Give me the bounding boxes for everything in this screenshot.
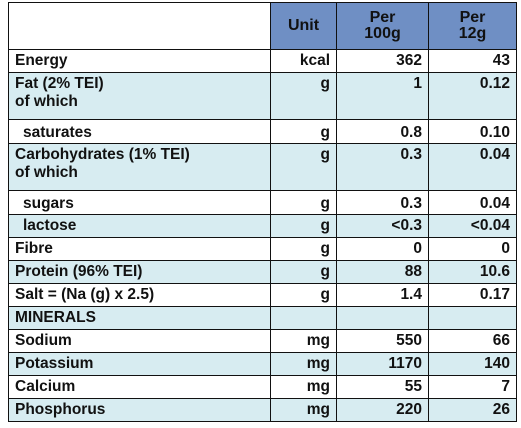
row-unit xyxy=(270,306,337,330)
row-per-100g: 0.3 xyxy=(336,190,429,215)
row-unit: mg xyxy=(270,375,337,399)
row-label: lactose xyxy=(8,214,271,238)
nutrition-table: Unit Per 100g Per 12g Energy kcal 362 43… xyxy=(8,2,517,422)
row-per-100g: 0.8 xyxy=(336,119,429,144)
header-per-100g: Per 100g xyxy=(336,2,429,50)
row-per-100g: 0.3 xyxy=(336,143,429,191)
row-per-100g: 88 xyxy=(336,260,429,284)
row-per-12g: 0.04 xyxy=(428,190,517,215)
row-label: Fat (2% TEI) of which xyxy=(8,72,271,120)
row-per-100g: 1170 xyxy=(336,352,429,376)
row-unit: g xyxy=(270,143,337,191)
row-label: Fibre xyxy=(8,237,271,261)
row-label: Potassium xyxy=(8,352,271,376)
row-per-100g: 1 xyxy=(336,72,429,120)
row-label: Protein (96% TEI) xyxy=(8,260,271,284)
row-unit: mg xyxy=(270,398,337,422)
row-sugars: sugars g 0.3 0.04 xyxy=(8,190,517,215)
row-unit: g xyxy=(270,190,337,215)
row-per-12g: 0.17 xyxy=(428,283,517,307)
row-per-12g: 0.12 xyxy=(428,72,517,120)
row-per-100g: <0.3 xyxy=(336,214,429,238)
row-per-12g: 66 xyxy=(428,329,517,353)
row-unit: mg xyxy=(270,329,337,353)
row-per-100g: 220 xyxy=(336,398,429,422)
row-per-12g: 0.10 xyxy=(428,119,517,144)
header-per-100g-line1: Per xyxy=(369,9,396,26)
row-potassium: Potassium mg 1170 140 xyxy=(8,352,517,376)
header-unit: Unit xyxy=(270,2,337,50)
nutrition-table-container: Unit Per 100g Per 12g Energy kcal 362 43… xyxy=(8,2,517,422)
header-row: Unit Per 100g Per 12g xyxy=(8,2,517,50)
row-per-12g: 0.04 xyxy=(428,143,517,191)
row-per-12g: <0.04 xyxy=(428,214,517,238)
row-label: MINERALS xyxy=(8,306,271,330)
row-calcium: Calcium mg 55 7 xyxy=(8,375,517,399)
row-unit: g xyxy=(270,237,337,261)
row-per-100g: 1.4 xyxy=(336,283,429,307)
row-per-100g: 550 xyxy=(336,329,429,353)
row-saturates: saturates g 0.8 0.10 xyxy=(8,119,517,144)
row-per-100g: 362 xyxy=(336,49,429,73)
row-label-line1: Fat (2% TEI) xyxy=(15,75,104,92)
row-per-12g: 26 xyxy=(428,398,517,422)
row-unit: kcal xyxy=(270,49,337,73)
row-sodium: Sodium mg 550 66 xyxy=(8,329,517,353)
row-label: Sodium xyxy=(8,329,271,353)
row-fibre: Fibre g 0 0 xyxy=(8,237,517,261)
row-per-12g xyxy=(428,306,517,330)
row-per-12g: 7 xyxy=(428,375,517,399)
row-salt: Salt = (Na (g) x 2.5) g 1.4 0.17 xyxy=(8,283,517,307)
row-label: Salt = (Na (g) x 2.5) xyxy=(8,283,271,307)
row-unit: g xyxy=(270,260,337,284)
header-blank-cell xyxy=(8,2,271,50)
row-per-12g: 0 xyxy=(428,237,517,261)
row-unit: g xyxy=(270,72,337,120)
row-fat: Fat (2% TEI) of which g 1 0.12 xyxy=(8,72,517,120)
row-label: Phosphorus xyxy=(8,398,271,422)
header-per-12g: Per 12g xyxy=(428,2,517,50)
row-label-line2: of which xyxy=(15,93,78,110)
row-per-100g: 0 xyxy=(336,237,429,261)
row-lactose: lactose g <0.3 <0.04 xyxy=(8,214,517,238)
header-per-12g-line1: Per xyxy=(459,9,486,26)
row-per-12g: 43 xyxy=(428,49,517,73)
header-per-12g-line2: 12g xyxy=(458,25,487,42)
row-unit: mg xyxy=(270,352,337,376)
row-per-100g: 55 xyxy=(336,375,429,399)
row-label: saturates xyxy=(8,119,271,144)
row-per-100g xyxy=(336,306,429,330)
row-energy: Energy kcal 362 43 xyxy=(8,49,517,73)
row-label: sugars xyxy=(8,190,271,215)
row-label-line2: of which xyxy=(15,164,78,181)
header-per-100g-line2: 100g xyxy=(364,25,401,42)
row-unit: g xyxy=(270,214,337,238)
row-label: Calcium xyxy=(8,375,271,399)
row-phosphorus: Phosphorus mg 220 26 xyxy=(8,398,517,422)
row-minerals-heading: MINERALS xyxy=(8,306,517,330)
row-per-12g: 10.6 xyxy=(428,260,517,284)
row-carbohydrates: Carbohydrates (1% TEI) of which g 0.3 0.… xyxy=(8,143,517,191)
row-label: Carbohydrates (1% TEI) of which xyxy=(8,143,271,191)
row-per-12g: 140 xyxy=(428,352,517,376)
row-protein: Protein (96% TEI) g 88 10.6 xyxy=(8,260,517,284)
row-label: Energy xyxy=(8,49,271,73)
row-unit: g xyxy=(270,119,337,144)
row-label-line1: Carbohydrates (1% TEI) xyxy=(15,146,190,163)
row-unit: g xyxy=(270,283,337,307)
